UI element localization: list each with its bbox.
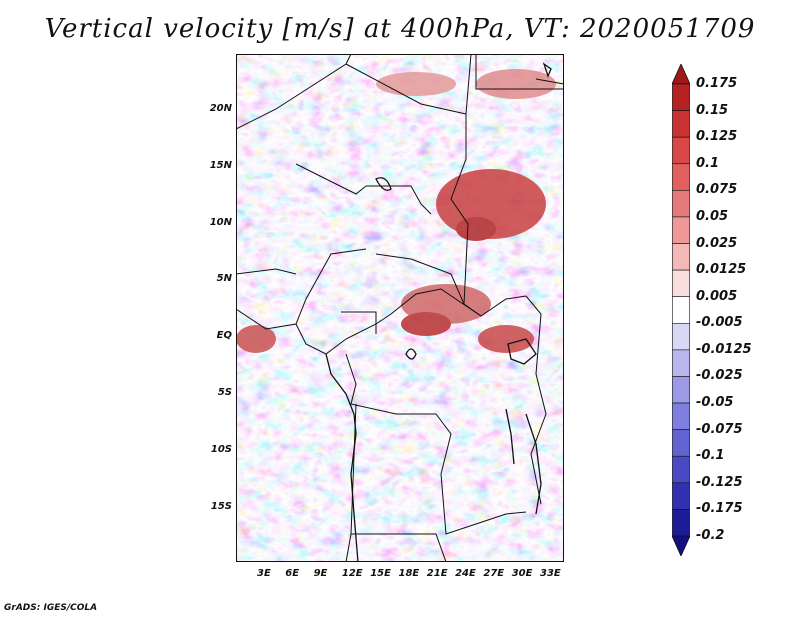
lon-tick-label: 33E <box>540 568 561 579</box>
colorbar-segment <box>672 509 690 537</box>
lon-tick-label: 6E <box>285 568 300 579</box>
colorbar-segment <box>672 269 690 298</box>
colorbar-tick-label: -0.175 <box>696 501 743 517</box>
colorbar-tick-label: 0.175 <box>696 76 738 91</box>
colorbar-tick-label: -0.125 <box>696 474 743 490</box>
colorbar-segment <box>672 110 690 138</box>
lat-tick-label: 20N <box>209 103 232 114</box>
colorbar-tick-label: 0.075 <box>696 182 738 198</box>
colorbar-tick-label: 0.005 <box>696 288 738 304</box>
lon-tick-label: 21E <box>426 568 448 579</box>
colorbar-segment <box>672 322 690 351</box>
lat-tick-label: 5S <box>217 387 232 398</box>
colorbar-tick-label: -0.2 <box>696 528 725 543</box>
colorbar-top-arrow <box>671 63 691 85</box>
colorbar-tick-label: -0.0125 <box>696 341 752 357</box>
colorbar-segment <box>672 296 690 324</box>
colorbar-segment <box>672 402 690 430</box>
colorbar-graphic <box>671 63 691 557</box>
grads-credit: GrADS: IGES/COLA <box>4 603 98 613</box>
colorbar-tick-label: 0.15 <box>696 102 729 118</box>
lon-tick-label: 12E <box>341 568 363 579</box>
coastlines <box>325 62 552 563</box>
lon-tick-label: 9E <box>313 568 328 579</box>
colorbar-tick-label: 0.0125 <box>696 262 747 278</box>
chart-title: Vertical velocity [m/s] at 400hPa, VT: 2… <box>44 14 756 44</box>
colorbar-tick-label: 0.1 <box>696 155 720 171</box>
lat-tick-label: 15N <box>209 159 232 171</box>
colorbar-segment <box>672 429 690 457</box>
velocity-map <box>235 53 565 563</box>
colorbar-tick-label: -0.075 <box>696 421 743 437</box>
colorbar-segment <box>672 243 690 271</box>
colorbar <box>671 63 691 557</box>
lon-tick-label: 3E <box>257 568 271 579</box>
updraft-patches <box>236 69 556 353</box>
colorbar-segment <box>672 83 690 111</box>
colorbar-segment <box>672 455 690 484</box>
colorbar-segment <box>672 216 690 244</box>
lon-tick-label: 30E <box>511 568 533 579</box>
lat-tick-label: 15S <box>210 500 232 512</box>
colorbar-tick-label: -0.005 <box>696 315 743 331</box>
lat-tick-label: 10N <box>209 216 232 228</box>
colorbar-segment <box>672 163 690 191</box>
colorbar-tick-label: -0.1 <box>696 448 725 464</box>
colorbar-segment <box>672 482 690 510</box>
colorbar-tick-label: 0.05 <box>696 208 729 224</box>
lon-tick-label: 27E <box>483 568 505 579</box>
colorbar-tick-label: 0.125 <box>696 129 738 145</box>
lon-tick-label: 18E <box>398 568 420 579</box>
colorbar-segment <box>672 190 690 218</box>
colorbar-segment <box>672 349 690 377</box>
colorbar-tick-label: -0.025 <box>696 368 743 384</box>
country-borders <box>235 53 565 563</box>
lat-tick-label: 10S <box>210 443 232 455</box>
colorbar-segment <box>672 136 690 165</box>
map-noise-field <box>236 54 564 562</box>
map-frame <box>236 54 564 562</box>
lon-tick-label: 15E <box>370 568 391 579</box>
lat-tick-label: 5N <box>216 273 232 285</box>
colorbar-segment <box>672 376 690 404</box>
lon-tick-label: 24E <box>455 568 476 579</box>
lat-tick-label: EQ <box>216 330 232 342</box>
colorbar-bottom-arrow <box>671 535 691 557</box>
colorbar-tick-label: -0.05 <box>696 395 734 411</box>
colorbar-tick-label: 0.025 <box>696 235 738 251</box>
